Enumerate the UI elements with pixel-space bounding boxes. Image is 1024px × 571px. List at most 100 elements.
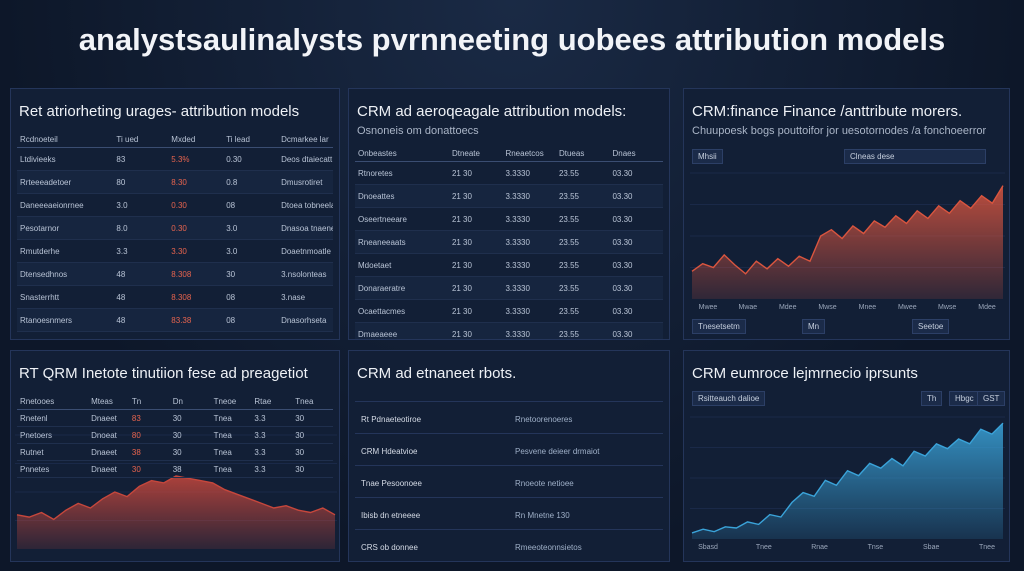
tag: Rsitteauch dalioe: [692, 391, 766, 406]
header-cell: Dn: [172, 396, 183, 406]
table-cell: 30: [295, 447, 305, 457]
table-cell: Rtnoretes: [358, 168, 393, 178]
list-cell: Rt Pdnaeteotiroe: [361, 414, 422, 424]
table-cell: 21 30: [451, 237, 472, 247]
list-row: CRS ob donnee Rmeeoteonnsietos: [355, 529, 663, 561]
x-tick-label: Mdee: [779, 304, 797, 311]
list-row: Rt Pdnaeteotiroe Rnetoorenoeres: [355, 401, 663, 436]
table-cell: 03.30: [612, 237, 633, 247]
table-cell: Dnasorhseta: [281, 315, 327, 325]
table-cell: Pnnetes: [20, 464, 50, 474]
table-row: Pnetoers Dnoeat 80 30 Tnea 3.3 30: [17, 427, 333, 444]
table-cell: Dnaeet: [91, 464, 117, 474]
table-row: Ocaettacmes 21 30 3.3330 23.55 03.30: [355, 300, 663, 323]
list-cell: Ibisb dn etneeee: [361, 510, 421, 520]
table-cell: Tnea: [213, 413, 232, 423]
table-cell: 03.30: [612, 283, 633, 293]
table-cell: 8.308: [171, 292, 192, 302]
table-row: Pame fumeter4883.3808Dnaatoaeres: [17, 332, 333, 340]
x-tick-label: Sbae: [923, 544, 939, 551]
panel-title: CRM:finance Finance /anttribute morers.: [692, 103, 963, 120]
table-cell: 3.0: [116, 200, 128, 210]
table-row: Rneaneeaats 21 30 3.3330 23.55 03.30: [355, 231, 663, 254]
table-cell: 48: [116, 315, 126, 325]
table-cell: 3.3330: [505, 168, 530, 178]
table-cell: 23.55: [558, 214, 579, 224]
panel-title: CRM eumroce lejmrnecio iprsunts: [692, 365, 918, 382]
table-cell: 03.30: [612, 306, 633, 316]
table-cell: 38: [131, 447, 141, 457]
panel-title: CRM ad aeroqeagale attribution models:: [357, 103, 627, 120]
table-cell: Dnaeet: [91, 413, 117, 423]
panel: CRM:finance Finance /anttribute morers. C…: [683, 88, 1010, 340]
table-cell: 8.30: [171, 177, 187, 187]
table-cell: 48: [116, 269, 126, 279]
table-cell: 21 30: [451, 306, 472, 316]
table-row: Ltdivieeks 83 5.3% 0.30 Deos dtaiecatt: [17, 148, 333, 171]
table-cell: 83.38: [171, 315, 192, 325]
table-cell: 23.55: [558, 168, 579, 178]
panel: CRM ad aeroqeagale attribution models: Os…: [348, 88, 670, 340]
panel-subtitle: Chuupoesk bogs pouttoifor jor uesotornod…: [692, 125, 987, 137]
table-cell: 30: [295, 413, 305, 423]
header-cell: Dcmarkee lar: [281, 134, 329, 144]
x-tick-label: Sbasd: [698, 544, 718, 551]
table-cell: Pesotarnor: [20, 223, 60, 233]
table-cell: 21 30: [451, 283, 472, 293]
table-cell: 30: [295, 430, 305, 440]
table-cell: 21 30: [451, 214, 472, 224]
table: Onbeastes Dtneate Rneaetcos Dtueas Dnaes Rtno…: [355, 145, 663, 339]
table-cell: Oseertneeare: [358, 214, 407, 224]
header-cell: Rnetooes: [20, 396, 55, 406]
table-cell: 30: [131, 464, 141, 474]
x-tick-label: Mwee: [898, 304, 917, 311]
table-cell: Dnoeat: [91, 430, 117, 440]
area-line: [691, 422, 1004, 534]
footer-control: Seetoe: [912, 319, 950, 334]
x-tick-label: Tnee: [979, 544, 995, 551]
table-cell: 30: [172, 430, 182, 440]
table-cell: 8.0: [116, 223, 128, 233]
table-cell: Ocaettacmes: [358, 306, 406, 316]
table-cell: 23.55: [558, 260, 579, 270]
table-row: Rmutderhe 3.3 3.30 3.0 Doaetnmoatle: [17, 240, 333, 263]
table-cell: 30: [295, 464, 305, 474]
area-fill: [17, 476, 335, 549]
table-cell: 83: [131, 413, 141, 423]
area-line: [691, 185, 1004, 275]
table-cell: 3.3330: [505, 237, 530, 247]
table-cell: Deos dtaiecatt: [281, 154, 333, 164]
list-cell: Rnetoorenoeres: [515, 414, 573, 424]
list-cell: CRS ob donnee: [361, 542, 418, 552]
table-cell: Dmaeaeee: [358, 329, 398, 339]
table-cell: 03.30: [612, 329, 633, 339]
table-cell: 3.0: [226, 223, 238, 233]
table-cell: Dnaeet: [91, 447, 117, 457]
table-cell: 3.3: [254, 464, 266, 474]
list-cell: Rmeeoteonnsietos: [515, 542, 582, 552]
table-cell: 48: [113, 339, 168, 340]
header-cell: Mteas: [91, 396, 113, 406]
header-cell: Ti ued: [116, 134, 139, 144]
table-cell: 03.30: [612, 191, 633, 201]
area-chart: [15, 434, 337, 549]
header-cell: Dnaes: [612, 148, 636, 158]
header-cell: Dtneate: [451, 148, 480, 158]
panel: CRM eumroce lejmrnecio iprsunts Rsitteauc…: [683, 350, 1010, 562]
x-tick-label: Mwae: [739, 304, 758, 311]
area-chart: Mwee Mwae Mdee Mwse Mnee Mwee Mwse Mdee: [690, 172, 1005, 311]
chip: Hbgc: [949, 391, 980, 406]
table-cell: Mdoetaet: [358, 260, 392, 270]
table-row: Pnnetes Dnaeet 30 38 Tnea 3.3 30: [17, 461, 333, 478]
area-chart: Sbasd Tnee Rnae Tnse Sbae Tnee: [690, 416, 1005, 551]
list-row: Ibisb dn etneeee Rn Mnetne 130: [355, 497, 663, 532]
table-row: Pesotarnor 8.0 0.30 3.0 Dnasoa tnaenec: [17, 217, 333, 240]
x-tick-label: Tnse: [868, 544, 884, 551]
table-cell: Rutnet: [20, 447, 44, 457]
table-cell: 03.30: [612, 260, 633, 270]
table-cell: Donaraeratre: [358, 283, 406, 293]
table-cell: 03.30: [612, 214, 633, 224]
list-cell: Tnae Pesoonoee: [361, 478, 422, 488]
table-row: Dmaeaeee 21 30 3.3330 23.55 03.30: [355, 323, 663, 339]
